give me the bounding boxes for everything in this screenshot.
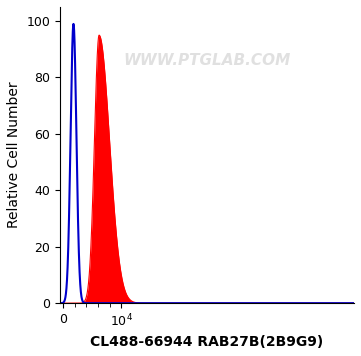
Y-axis label: Relative Cell Number: Relative Cell Number [7, 82, 21, 228]
Text: WWW.PTGLAB.COM: WWW.PTGLAB.COM [123, 53, 291, 68]
X-axis label: CL488-66944 RAB27B(2B9G9): CL488-66944 RAB27B(2B9G9) [91, 335, 324, 349]
